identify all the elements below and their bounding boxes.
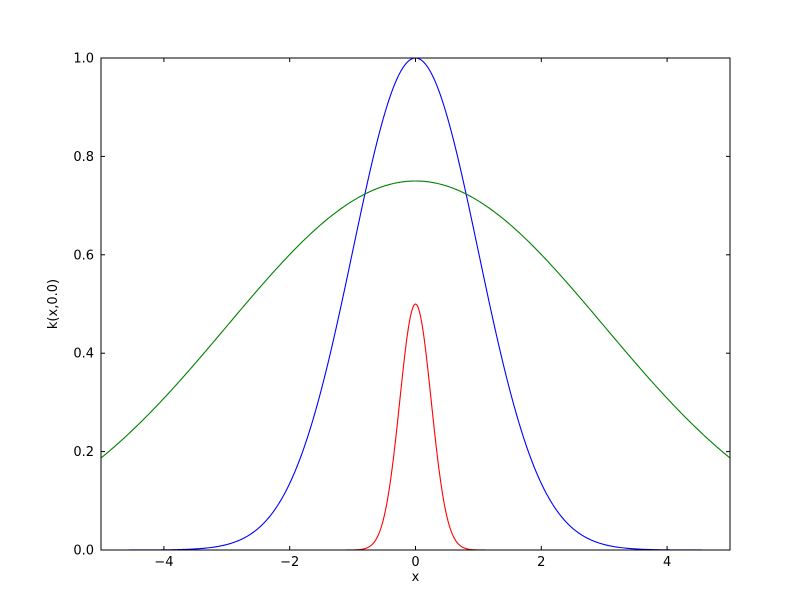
y-tick-label: 0.6	[73, 248, 94, 263]
x-tick-label: −4	[154, 555, 173, 570]
y-tick-label: 0.4	[73, 347, 94, 362]
tick-labels-layer: −4 −2 0 2 4 0.0 0.2 0.4 0.6 0.8 1.0	[73, 52, 671, 571]
y-tick-label: 1.0	[73, 52, 94, 67]
chart-curves-layer	[101, 58, 730, 550]
series-line-gaussian-blue	[101, 58, 730, 550]
x-axis-label: x	[412, 570, 420, 585]
series-line-gaussian-red	[101, 303, 730, 550]
x-tick-label: −2	[280, 555, 299, 570]
x-tick-label: 2	[537, 555, 545, 570]
y-tick-label: 0.2	[73, 445, 94, 460]
y-tick-label: 0.8	[73, 150, 94, 165]
tick-marks-layer	[101, 57, 730, 551]
x-tick-label: 0	[411, 555, 419, 570]
y-tick-label: 0.0	[73, 544, 94, 559]
series-line-gaussian-green	[101, 180, 730, 459]
y-axis-label: k(x,0.0)	[46, 279, 61, 329]
x-tick-label: 4	[663, 555, 671, 570]
